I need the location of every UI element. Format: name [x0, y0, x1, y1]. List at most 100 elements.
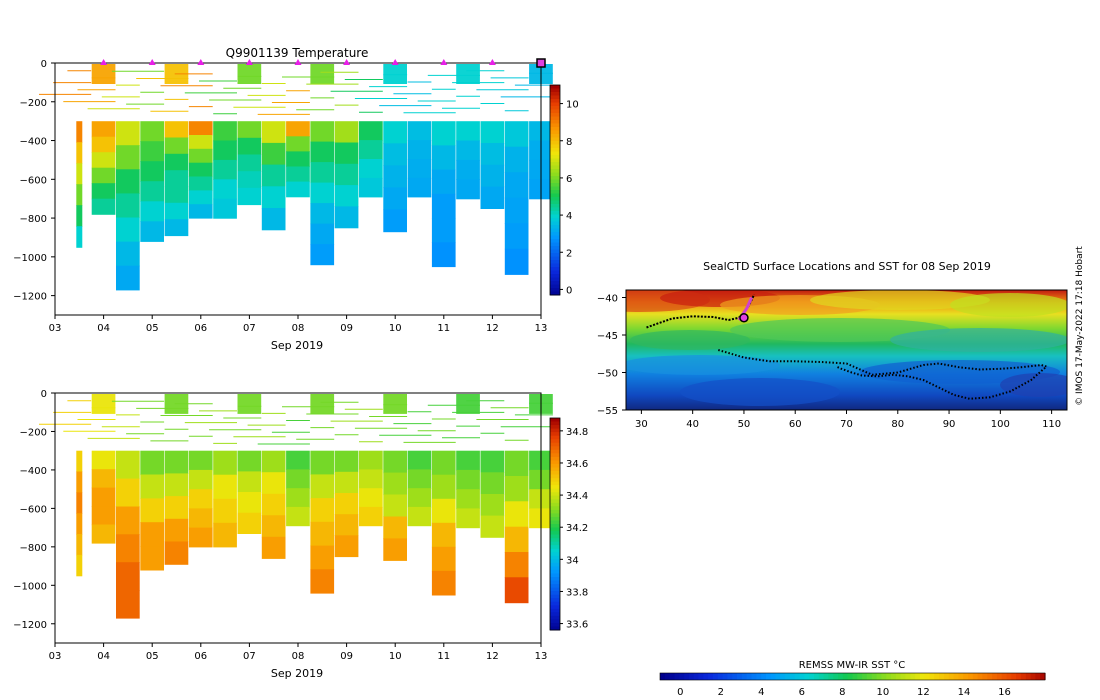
- profile-cell: [407, 488, 432, 508]
- colorbar-segment: [550, 601, 560, 606]
- colorbar-segment: [550, 155, 560, 159]
- colorbar-segment: [550, 439, 560, 444]
- profile-cell: [334, 142, 359, 165]
- profile-cell: [213, 474, 237, 500]
- sst-colorbar-segment: [891, 673, 897, 680]
- sst-eddy: [626, 355, 780, 375]
- profile-cell: [116, 534, 140, 563]
- sst-colorbar-segment: [1030, 673, 1036, 680]
- x-tick-label: 06: [194, 651, 207, 662]
- colorbar-segment: [550, 594, 560, 599]
- sst-colorbar-tick-label: 14: [958, 687, 971, 698]
- profile-cell: [383, 450, 407, 474]
- colorbar-segment: [550, 527, 560, 532]
- profile-cell: [480, 450, 505, 473]
- colorbar-segment: [550, 425, 560, 430]
- colorbar-frame: [549, 417, 561, 631]
- sst-eddy: [810, 290, 990, 310]
- temperature-ticks: 03 04 05 06 07 08 09 10 11 12 13 0 −200 −400 −600 −800 −…: [13, 59, 547, 334]
- colorbar-segment: [550, 421, 560, 426]
- profile-cell: [261, 121, 286, 144]
- colorbar-segment: [550, 531, 560, 536]
- map-y-tick-label: −45: [597, 331, 618, 342]
- profile-cell: [140, 121, 164, 142]
- sst-colorbar-segment: [828, 673, 834, 680]
- profile-cell: [213, 179, 237, 200]
- colorbar-segment: [550, 274, 560, 278]
- profile-cell: [140, 161, 164, 182]
- seal-tracks: [646, 294, 1049, 400]
- sst-colorbar-segment: [929, 673, 935, 680]
- profile-cell: [91, 136, 116, 153]
- profile-cell: [116, 145, 140, 170]
- profile-cell: [334, 121, 359, 144]
- profile-cell: [188, 508, 213, 529]
- sst-colorbar-segment: [1006, 673, 1012, 680]
- colorbar-segment: [550, 492, 560, 497]
- sst-colorbar-segment: [789, 673, 796, 680]
- colorbar-segment: [550, 463, 560, 468]
- sst-eddies: [626, 290, 1067, 406]
- sst-colorbar-segment: [703, 673, 709, 680]
- sst-colorbar-segment: [674, 673, 680, 680]
- profile-cell: [261, 515, 286, 538]
- profile-cell: [76, 513, 83, 535]
- sst-colorbar-segment: [732, 673, 738, 680]
- x-tick-label: 04: [97, 651, 110, 662]
- profile-cell: [116, 169, 140, 194]
- colorbar-tick-label: 4: [566, 211, 572, 222]
- profile-cell: [334, 206, 359, 229]
- sst-colorbar-segment: [972, 673, 979, 680]
- profile-cell: [359, 159, 383, 179]
- profile-cell: [188, 176, 213, 191]
- y-tick-label: 0: [41, 389, 47, 400]
- sst-colorbar-segment: [1016, 673, 1022, 680]
- profile-cell: [164, 186, 189, 204]
- profile-cell: [431, 121, 456, 146]
- colorbar-segment: [550, 134, 560, 138]
- profile-cell: [261, 186, 286, 209]
- colorbar-segment: [550, 204, 560, 208]
- profile-cell: [116, 478, 140, 508]
- map-y-tick-label: −50: [597, 369, 618, 380]
- colorbar-segment: [550, 288, 560, 292]
- colorbar-segment: [550, 249, 560, 254]
- sst-colorbar-segment: [814, 673, 820, 680]
- colorbar-segment: [550, 559, 560, 564]
- colorbar-segment: [550, 211, 560, 215]
- surface-cell: [310, 394, 335, 414]
- profile-cell: [310, 141, 335, 163]
- colorbar-segment: [550, 612, 560, 617]
- sst-colorbar-segment: [886, 673, 892, 680]
- colorbar-segment: [550, 587, 560, 592]
- sst-colorbar-segment: [756, 673, 762, 680]
- profile-cell: [407, 450, 432, 470]
- profile-cell: [286, 181, 310, 198]
- profile-cell: [431, 498, 456, 524]
- profile-cell: [164, 202, 189, 220]
- profile-cell: [431, 474, 456, 500]
- profile-cell: [140, 141, 164, 162]
- sst-colorbar-segment: [977, 673, 983, 680]
- profile-cell: [286, 166, 310, 183]
- colorbar-segment: [550, 99, 560, 103]
- profile-cell: [116, 562, 140, 591]
- profile-cell: [431, 145, 456, 171]
- map-x-tick-label: 70: [840, 419, 853, 430]
- profile-cell: [504, 526, 529, 553]
- sst-colorbar-segment: [669, 673, 675, 680]
- colorbar-segment: [550, 102, 560, 107]
- salinity-xlabel: Sep 2019: [271, 667, 323, 680]
- profile-cell: [91, 469, 116, 489]
- colorbar-segment: [550, 428, 560, 433]
- colorbar-segment: [550, 562, 560, 567]
- sst-colorbar-segment: [958, 673, 964, 680]
- profile-cell: [140, 181, 164, 202]
- colorbar-segment: [550, 267, 560, 271]
- surface-cell: [310, 64, 335, 84]
- profile-cell: [431, 546, 456, 572]
- profile-cell: [310, 223, 335, 245]
- profile-cell: [76, 226, 83, 248]
- profile-cell: [383, 472, 407, 496]
- colorbar-segment: [550, 183, 560, 187]
